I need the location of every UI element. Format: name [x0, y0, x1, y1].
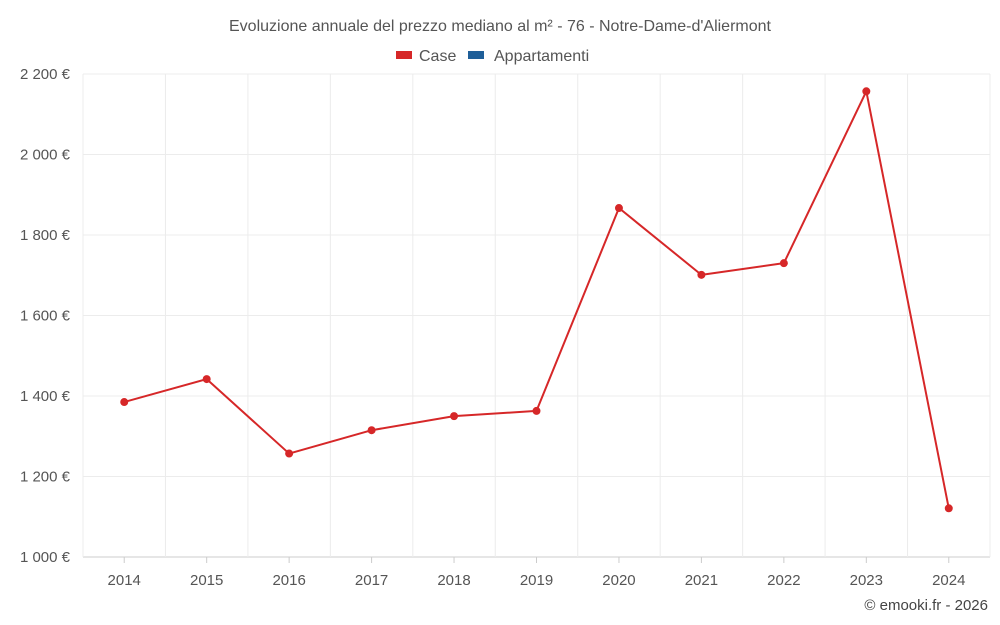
legend-item-appartamenti[interactable]: Appartamenti: [468, 48, 589, 65]
y-tick-label: 2 200 €: [20, 66, 71, 83]
data-point-2021[interactable]: [697, 270, 706, 279]
x-tick-label: 2021: [685, 572, 718, 589]
legend-label-case: Case: [419, 48, 456, 65]
data-point-2024[interactable]: [944, 504, 953, 513]
x-tick-label: 2020: [602, 572, 635, 589]
x-gridlines: [82, 74, 991, 557]
data-point-2018[interactable]: [450, 412, 459, 421]
data-point-2017[interactable]: [367, 426, 376, 435]
data-point-2023[interactable]: [862, 87, 871, 96]
chart-title: Evoluzione annuale del prezzo mediano al…: [229, 18, 772, 35]
x-tick-label: 2014: [108, 572, 141, 589]
legend-swatch-appartamenti: [468, 51, 484, 59]
data-point-2020[interactable]: [614, 204, 623, 213]
x-tick-label: 2023: [850, 572, 883, 589]
credit-text: © emooki.fr - 2026: [864, 597, 988, 614]
legend-swatch-case: [396, 51, 412, 59]
x-tick-label: 2019: [520, 572, 553, 589]
y-axis-ticks: 1 000 € 1 200 € 1 400 € 1 600 € 1 800 € 2 000…: [20, 66, 71, 566]
data-point-2014[interactable]: [120, 398, 129, 407]
data-point-2015[interactable]: [202, 375, 211, 384]
series-case: [120, 87, 953, 513]
legend-label-appartamenti: Appartamenti: [494, 48, 589, 65]
y-gridlines: [83, 73, 990, 558]
y-tick-label: 1 800 €: [20, 227, 71, 244]
x-tick-label: 2016: [272, 572, 305, 589]
x-tick-label: 2024: [932, 572, 965, 589]
data-point-2016[interactable]: [285, 449, 294, 458]
legend: Case Appartamenti: [396, 48, 589, 65]
y-tick-label: 2 000 €: [20, 147, 71, 164]
y-tick-label: 1 600 €: [20, 308, 71, 325]
y-tick-label: 1 400 €: [20, 388, 71, 405]
legend-item-case[interactable]: Case: [396, 48, 456, 65]
data-point-2022[interactable]: [779, 259, 788, 268]
y-tick-label: 1 000 €: [20, 549, 71, 566]
x-axis-ticks: 2014 2015 2016 2017 2018 2019 2020 2021 2022 2023…: [108, 557, 965, 589]
x-tick-label: 2017: [355, 572, 388, 589]
x-tick-label: 2022: [767, 572, 800, 589]
data-point-2019[interactable]: [532, 406, 541, 415]
x-tick-label: 2015: [190, 572, 223, 589]
x-tick-label: 2018: [437, 572, 470, 589]
y-tick-label: 1 200 €: [20, 469, 71, 486]
